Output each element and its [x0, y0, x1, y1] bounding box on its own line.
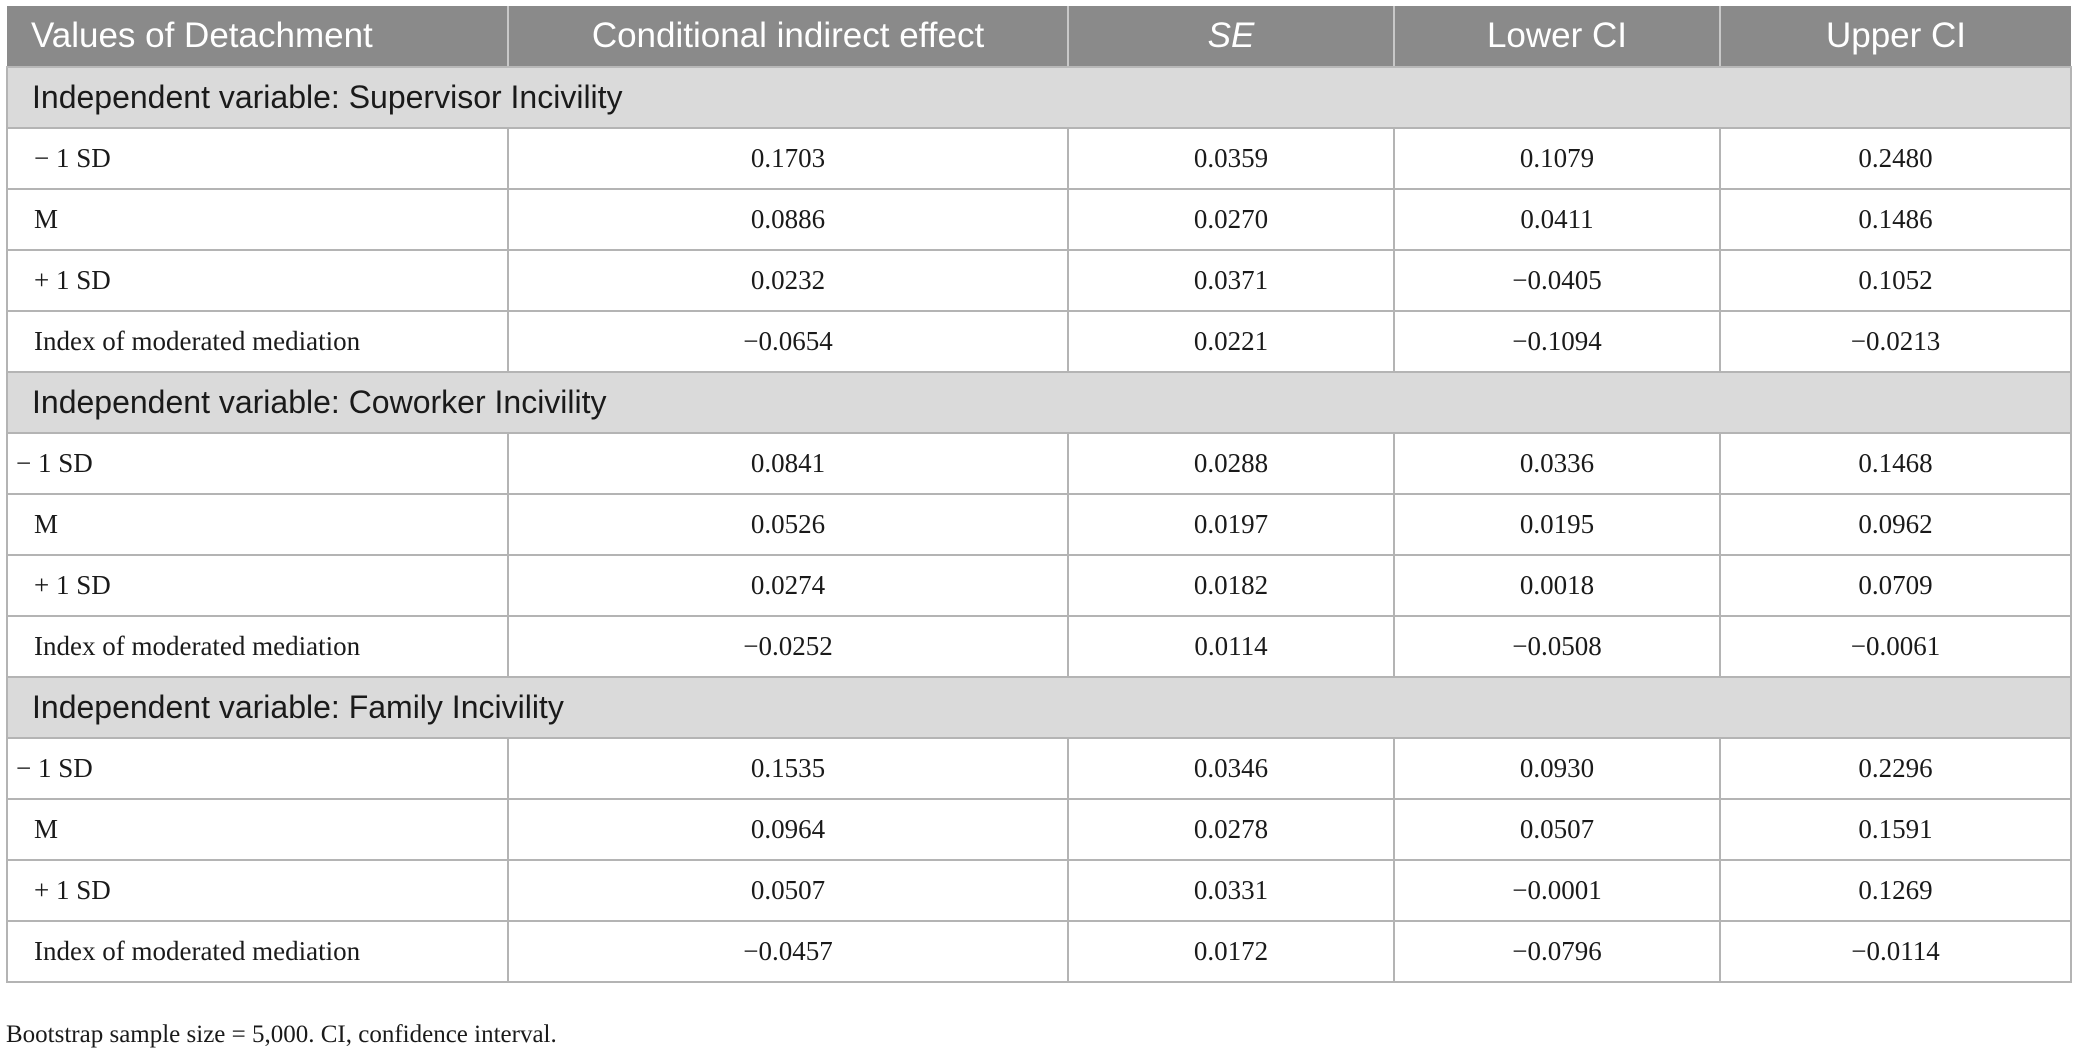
section-title: Independent variable: Family Incivility — [6, 676, 2072, 739]
cell-effect: 0.0964 — [507, 798, 1069, 861]
cell-lower-ci: −0.1094 — [1393, 310, 1721, 373]
table-row: + 1 SD 0.0274 0.0182 0.0018 0.0709 — [6, 554, 2072, 617]
cell-lower-ci: 0.0336 — [1393, 432, 1721, 495]
header-se-label: SE — [1207, 16, 1255, 55]
cell-lower-ci: −0.0001 — [1393, 859, 1721, 922]
results-table-container: Values of Detachment Conditional indirec… — [6, 6, 2072, 983]
cell-upper-ci: 0.1052 — [1719, 249, 2072, 312]
cell-se: 0.0221 — [1067, 310, 1395, 373]
row-label: M — [6, 493, 509, 556]
row-label: M — [6, 188, 509, 251]
header-se: SE — [1068, 6, 1395, 68]
cell-se: 0.0197 — [1067, 493, 1395, 556]
row-label: + 1 SD — [6, 554, 509, 617]
cell-se: 0.0278 — [1067, 798, 1395, 861]
cell-effect: 0.0526 — [507, 493, 1069, 556]
row-label: Index of moderated mediation — [6, 920, 509, 983]
table-row: − 1 SD 0.1535 0.0346 0.0930 0.2296 — [6, 737, 2072, 800]
results-table: Values of Detachment Conditional indirec… — [6, 6, 2072, 983]
cell-lower-ci: 0.0195 — [1393, 493, 1721, 556]
cell-upper-ci: 0.1269 — [1719, 859, 2072, 922]
cell-se: 0.0172 — [1067, 920, 1395, 983]
header-row: Values of Detachment Conditional indirec… — [7, 6, 2071, 68]
table-row: − 1 SD 0.0841 0.0288 0.0336 0.1468 — [6, 432, 2072, 495]
cell-effect: 0.0886 — [507, 188, 1069, 251]
cell-lower-ci: 0.0018 — [1393, 554, 1721, 617]
table-row: + 1 SD 0.0232 0.0371 −0.0405 0.1052 — [6, 249, 2072, 312]
row-label: M — [6, 798, 509, 861]
section-title: Independent variable: Coworker Incivilit… — [6, 371, 2072, 434]
table-row: + 1 SD 0.0507 0.0331 −0.0001 0.1269 — [6, 859, 2072, 922]
cell-se: 0.0114 — [1067, 615, 1395, 678]
cell-effect: 0.0507 — [507, 859, 1069, 922]
cell-lower-ci: 0.1079 — [1393, 127, 1721, 190]
section-title: Independent variable: Supervisor Incivil… — [6, 66, 2072, 129]
table-footnote: Bootstrap sample size = 5,000. CI, confi… — [6, 1021, 557, 1048]
row-label: − 1 SD — [6, 432, 509, 495]
cell-upper-ci: −0.0114 — [1719, 920, 2072, 983]
cell-se: 0.0346 — [1067, 737, 1395, 800]
cell-effect: −0.0457 — [507, 920, 1069, 983]
cell-upper-ci: 0.1468 — [1719, 432, 2072, 495]
table-row: M 0.0964 0.0278 0.0507 0.1591 — [6, 798, 2072, 861]
row-label: + 1 SD — [6, 249, 509, 312]
row-label: Index of moderated mediation — [6, 615, 509, 678]
row-label: Index of moderated mediation — [6, 310, 509, 373]
cell-upper-ci: −0.0213 — [1719, 310, 2072, 373]
row-label: + 1 SD — [6, 859, 509, 922]
header-values-of-detachment: Values of Detachment — [7, 6, 509, 68]
cell-effect: 0.0232 — [507, 249, 1069, 312]
cell-upper-ci: 0.0962 — [1719, 493, 2072, 556]
cell-upper-ci: 0.1591 — [1719, 798, 2072, 861]
header-conditional-indirect-effect: Conditional indirect effect — [508, 6, 1069, 68]
table-row: M 0.0886 0.0270 0.0411 0.1486 — [6, 188, 2072, 251]
cell-lower-ci: 0.0507 — [1393, 798, 1721, 861]
cell-effect: −0.0252 — [507, 615, 1069, 678]
cell-upper-ci: 0.2480 — [1719, 127, 2072, 190]
cell-se: 0.0331 — [1067, 859, 1395, 922]
row-label: − 1 SD — [6, 737, 509, 800]
row-label: − 1 SD — [6, 127, 509, 190]
cell-lower-ci: −0.0796 — [1393, 920, 1721, 983]
table-row: Index of moderated mediation −0.0252 0.0… — [6, 615, 2072, 678]
section-row-supervisor: Independent variable: Supervisor Incivil… — [6, 66, 2072, 129]
table-row: Index of moderated mediation −0.0654 0.0… — [6, 310, 2072, 373]
cell-se: 0.0270 — [1067, 188, 1395, 251]
cell-lower-ci: −0.0405 — [1393, 249, 1721, 312]
cell-lower-ci: 0.0411 — [1393, 188, 1721, 251]
cell-lower-ci: 0.0930 — [1393, 737, 1721, 800]
cell-upper-ci: 0.0709 — [1719, 554, 2072, 617]
cell-se: 0.0371 — [1067, 249, 1395, 312]
cell-se: 0.0182 — [1067, 554, 1395, 617]
cell-se: 0.0359 — [1067, 127, 1395, 190]
cell-effect: 0.0841 — [507, 432, 1069, 495]
table-row: Index of moderated mediation −0.0457 0.0… — [6, 920, 2072, 983]
cell-effect: 0.1703 — [507, 127, 1069, 190]
cell-upper-ci: 0.2296 — [1719, 737, 2072, 800]
cell-upper-ci: 0.1486 — [1719, 188, 2072, 251]
section-row-coworker: Independent variable: Coworker Incivilit… — [6, 371, 2072, 434]
table-row: M 0.0526 0.0197 0.0195 0.0962 — [6, 493, 2072, 556]
cell-effect: 0.1535 — [507, 737, 1069, 800]
header-lower-ci: Lower CI — [1394, 6, 1721, 68]
cell-effect: −0.0654 — [507, 310, 1069, 373]
table-row: − 1 SD 0.1703 0.0359 0.1079 0.2480 — [6, 127, 2072, 190]
header-upper-ci: Upper CI — [1720, 6, 2071, 68]
cell-effect: 0.0274 — [507, 554, 1069, 617]
section-row-family: Independent variable: Family Incivility — [6, 676, 2072, 739]
cell-lower-ci: −0.0508 — [1393, 615, 1721, 678]
cell-upper-ci: −0.0061 — [1719, 615, 2072, 678]
cell-se: 0.0288 — [1067, 432, 1395, 495]
